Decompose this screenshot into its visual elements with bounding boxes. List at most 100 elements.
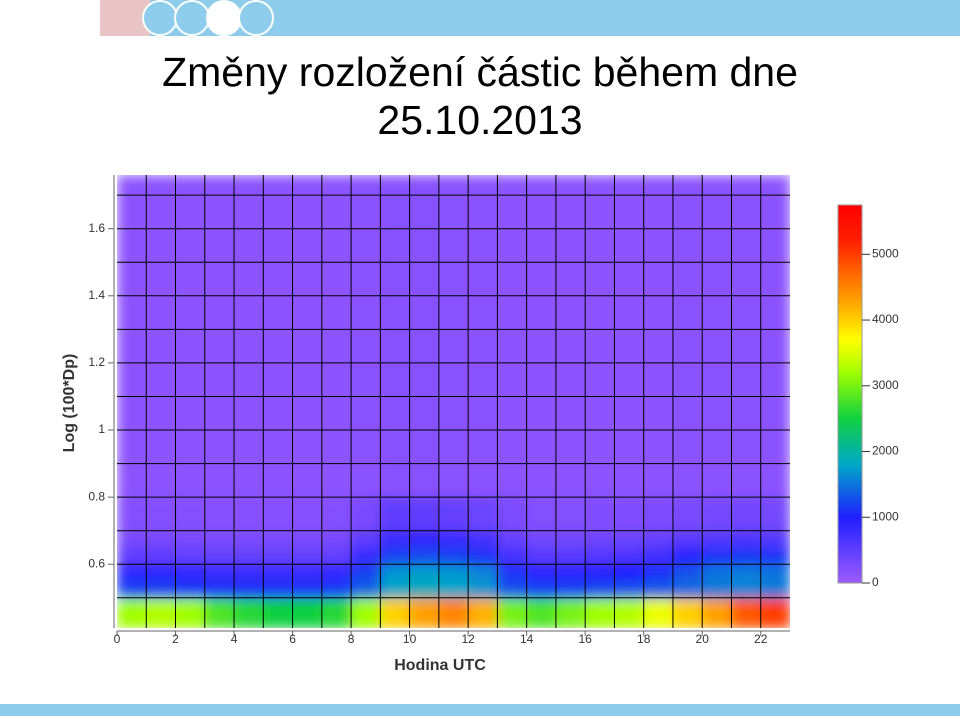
heat-cell bbox=[438, 530, 469, 548]
x-tick-label: 0 bbox=[114, 632, 121, 646]
heat-cell bbox=[409, 564, 440, 582]
heat-cell bbox=[438, 564, 469, 582]
heat-cell bbox=[117, 175, 147, 498]
heat-cell bbox=[497, 597, 528, 628]
heat-cell bbox=[117, 497, 147, 532]
heat-cell bbox=[468, 175, 498, 498]
heat-cell bbox=[760, 530, 790, 548]
heat-cell bbox=[117, 581, 147, 599]
heat-cell bbox=[234, 597, 264, 628]
heat-cell bbox=[321, 547, 352, 565]
heat-cell bbox=[146, 547, 177, 565]
heat-cell bbox=[438, 547, 469, 565]
heat-cell bbox=[672, 581, 703, 599]
x-tick-label: 14 bbox=[520, 632, 534, 646]
x-tick-label: 18 bbox=[637, 632, 651, 646]
heat-cell bbox=[351, 564, 381, 582]
heat-cell bbox=[702, 547, 732, 565]
heat-cell bbox=[204, 530, 235, 548]
heat-cell bbox=[321, 175, 352, 498]
heat-cell bbox=[672, 597, 703, 628]
heat-cell bbox=[468, 564, 498, 582]
heat-cell bbox=[351, 497, 381, 532]
x-tick-label: 8 bbox=[348, 632, 355, 646]
heat-cell bbox=[468, 530, 498, 548]
heat-cell bbox=[702, 564, 732, 582]
heat-cell bbox=[497, 547, 528, 565]
heat-cell bbox=[351, 597, 381, 628]
y-tick-label: 1.2 bbox=[88, 355, 105, 369]
heat-cell bbox=[643, 547, 674, 565]
heatmap bbox=[117, 175, 790, 628]
heat-cell bbox=[263, 597, 294, 628]
heat-cell bbox=[263, 547, 294, 565]
heat-cell bbox=[438, 597, 469, 628]
heat-cell bbox=[702, 530, 732, 548]
heat-cell bbox=[175, 497, 206, 532]
colorbar-tick-label: 0 bbox=[872, 575, 879, 589]
heat-cell bbox=[702, 581, 732, 599]
heat-cell bbox=[760, 564, 790, 582]
y-tick-label: 0.8 bbox=[88, 489, 105, 503]
heat-cell bbox=[321, 581, 352, 599]
heat-cell bbox=[497, 497, 528, 532]
y-tick-label: 1.4 bbox=[88, 288, 105, 302]
heat-cell bbox=[555, 597, 586, 628]
heat-cell bbox=[614, 530, 645, 548]
heat-cell bbox=[292, 581, 323, 599]
heat-cell bbox=[497, 564, 528, 582]
heat-cell bbox=[146, 581, 177, 599]
heat-cell bbox=[146, 564, 177, 582]
heat-cell bbox=[380, 175, 411, 498]
heat-cell bbox=[321, 530, 352, 548]
colorbar-tick-label: 3000 bbox=[872, 378, 899, 392]
x-tick-label: 16 bbox=[578, 632, 592, 646]
heat-cell bbox=[497, 175, 528, 498]
heat-cell bbox=[526, 597, 557, 628]
heat-cell bbox=[672, 175, 703, 498]
y-tick-label: 1 bbox=[98, 422, 105, 436]
heat-cell bbox=[263, 175, 294, 498]
heat-cell bbox=[321, 597, 352, 628]
heat-cell bbox=[585, 597, 615, 628]
decor-circles bbox=[142, 0, 274, 36]
heat-cell bbox=[409, 547, 440, 565]
heat-cell bbox=[731, 564, 762, 582]
heat-cell bbox=[351, 530, 381, 548]
heat-cell bbox=[234, 497, 264, 532]
heat-cell bbox=[702, 175, 732, 498]
x-tick-label: 22 bbox=[754, 632, 768, 646]
heat-cell bbox=[321, 564, 352, 582]
heat-cell bbox=[585, 530, 615, 548]
heat-cell bbox=[555, 547, 586, 565]
heat-cell bbox=[117, 564, 147, 582]
heat-cell bbox=[234, 547, 264, 565]
heat-cell bbox=[380, 547, 411, 565]
heat-cell bbox=[204, 581, 235, 599]
heat-cell bbox=[760, 175, 790, 498]
heat-cell bbox=[292, 564, 323, 582]
heat-cell bbox=[526, 530, 557, 548]
heat-cell bbox=[614, 497, 645, 532]
heat-cell bbox=[643, 564, 674, 582]
heat-cell bbox=[760, 581, 790, 599]
heat-cell bbox=[292, 497, 323, 532]
heat-cell bbox=[468, 547, 498, 565]
heat-cell bbox=[175, 597, 206, 628]
heat-cell bbox=[614, 547, 645, 565]
heat-cell bbox=[234, 175, 264, 498]
heat-cell bbox=[497, 530, 528, 548]
heat-cell bbox=[263, 581, 294, 599]
x-tick-label: 2 bbox=[172, 632, 179, 646]
heat-cell bbox=[292, 597, 323, 628]
heat-cell bbox=[146, 497, 177, 532]
heat-cell bbox=[672, 530, 703, 548]
heat-cell bbox=[643, 581, 674, 599]
colorbar-tick-label: 4000 bbox=[872, 312, 899, 326]
heat-cell bbox=[292, 175, 323, 498]
y-tick-label: 0.6 bbox=[88, 556, 105, 570]
heat-cell bbox=[497, 581, 528, 599]
heat-cell bbox=[731, 547, 762, 565]
heat-cell bbox=[204, 497, 235, 532]
